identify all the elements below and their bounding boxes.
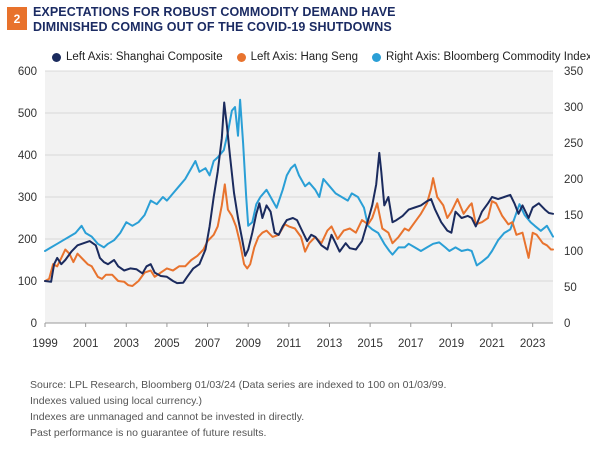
note-currency: Indexes valued using local currency.) bbox=[30, 395, 202, 407]
y-left-tick-label: 400 bbox=[18, 150, 37, 162]
x-tick-label: 2003 bbox=[113, 338, 139, 350]
note-source: Source: LPL Research, Bloomberg 01/03/24… bbox=[30, 379, 447, 391]
chart-title: EXPECTATIONS FOR ROBUST COMMODITY DEMAND… bbox=[33, 5, 573, 35]
chart-legend: Left Axis: Shanghai Composite Left Axis:… bbox=[52, 51, 590, 63]
legend-dot-bloomberg bbox=[372, 52, 382, 62]
series-line-hangseng bbox=[44, 177, 554, 287]
legend-label-hangseng: Left Axis: Hang Seng bbox=[250, 51, 359, 63]
y-left-tick-label: 600 bbox=[18, 66, 37, 78]
legend-dot-shanghai bbox=[52, 52, 61, 62]
figure-number-badge: 2 bbox=[7, 7, 27, 30]
series-line-shanghai bbox=[44, 101, 554, 285]
x-tick-label: 2019 bbox=[439, 338, 465, 350]
y-left-tick-label: 500 bbox=[18, 108, 37, 120]
legend-item-bloomberg: Right Axis: Bloomberg Commodity Index bbox=[372, 51, 590, 63]
note-performance: Past performance is no guarantee of futu… bbox=[30, 427, 267, 439]
series-line-bloomberg bbox=[44, 98, 554, 267]
chart-title-line-2: DIMINISHED COMING OUT OF THE COVID-19 SH… bbox=[33, 20, 392, 34]
x-tick-label: 1999 bbox=[32, 338, 58, 350]
legend-dot-hangseng bbox=[236, 52, 246, 62]
x-tick-label: 2011 bbox=[276, 338, 301, 350]
y-left-tick-label: 0 bbox=[31, 318, 37, 330]
y-right-tick-label: 300 bbox=[564, 102, 583, 114]
x-tick-label: 2005 bbox=[154, 338, 180, 350]
y-right-tick-label: 0 bbox=[564, 318, 570, 330]
line-chart: 0 100 200 300 400 500 600 0 50 100 150 200 250 300 350… bbox=[18, 66, 583, 350]
x-tick-label: 2023 bbox=[520, 338, 546, 350]
y-right-tick-label: 150 bbox=[564, 210, 583, 222]
legend-item-hangseng: Left Axis: Hang Seng bbox=[236, 51, 359, 63]
x-tick-label: 2007 bbox=[195, 338, 221, 350]
note-unmanaged: Indexes are unmanaged and cannot be inve… bbox=[30, 411, 305, 423]
x-tick-label: 2009 bbox=[235, 338, 261, 350]
chart-notes: Source: LPL Research, Bloomberg 01/03/24… bbox=[30, 377, 446, 441]
y-left-tick-label: 100 bbox=[18, 276, 37, 288]
chart-title-line-1: EXPECTATIONS FOR ROBUST COMMODITY DEMAND… bbox=[33, 5, 396, 19]
x-tick-label: 2001 bbox=[73, 338, 99, 350]
x-tick-label: 2015 bbox=[357, 338, 383, 350]
y-right-tick-label: 50 bbox=[564, 282, 577, 294]
y-left-tick-label: 300 bbox=[18, 192, 37, 204]
legend-label-shanghai: Left Axis: Shanghai Composite bbox=[66, 51, 223, 63]
legend-item-shanghai: Left Axis: Shanghai Composite bbox=[52, 51, 223, 63]
x-tick-label: 2017 bbox=[398, 338, 424, 350]
y-right-tick-label: 100 bbox=[564, 246, 583, 258]
y-right-tick-label: 250 bbox=[564, 138, 583, 150]
y-right-tick-label: 200 bbox=[564, 174, 583, 186]
y-left-tick-label: 200 bbox=[18, 234, 37, 246]
x-tick-label: 2021 bbox=[479, 338, 505, 350]
x-tick-label: 2013 bbox=[317, 338, 343, 350]
y-right-tick-label: 350 bbox=[564, 66, 583, 78]
legend-label-bloomberg: Right Axis: Bloomberg Commodity Index bbox=[386, 51, 590, 63]
